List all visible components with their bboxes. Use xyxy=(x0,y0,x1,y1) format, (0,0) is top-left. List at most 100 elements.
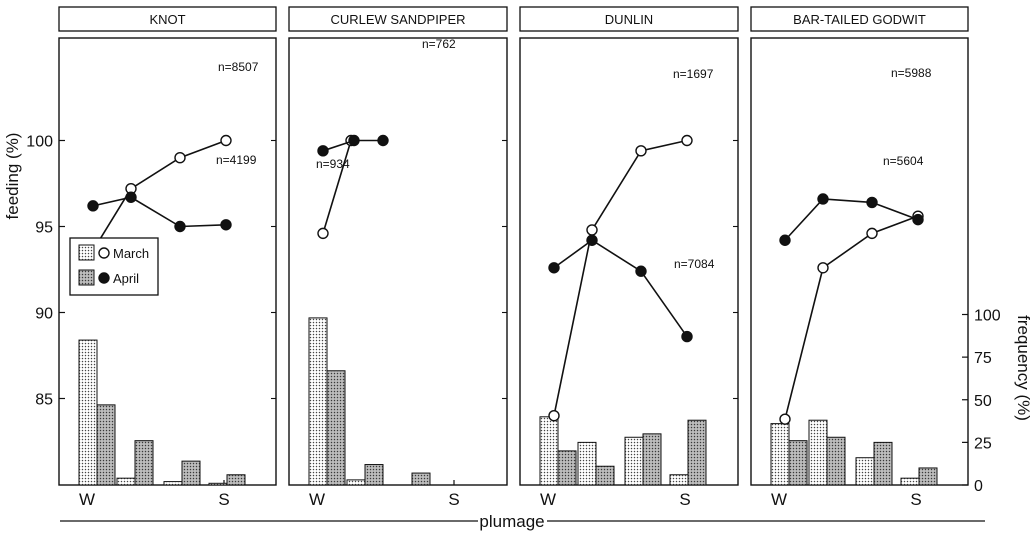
legend-april-marker xyxy=(98,272,110,284)
x-tick-label: W xyxy=(79,490,95,509)
march-frequency-bar xyxy=(577,441,597,486)
april-frequency-bar xyxy=(326,370,346,486)
x-tick-label: S xyxy=(448,490,459,509)
march-frequency-bar xyxy=(163,481,183,486)
april-feeding-point xyxy=(681,330,693,343)
march-feeding-point xyxy=(220,134,232,147)
march-frequency-bar xyxy=(808,419,828,486)
x-tick-label: S xyxy=(218,490,229,509)
panel-title: CURLEW SANDPIPER xyxy=(330,12,465,27)
panel-title: DUNLIN xyxy=(605,12,653,27)
y-tick-label: 90 xyxy=(35,306,53,323)
legend-march-marker xyxy=(98,247,110,259)
march-frequency-bar xyxy=(346,479,366,486)
april-feeding-line xyxy=(553,239,688,338)
panels: W Sn=8507 n=4199 W Sn=762 n=934 W Sn=1697 n=7084… xyxy=(58,37,969,509)
y2-axis-label: frequency (%) xyxy=(1014,315,1031,421)
april-feeding-point xyxy=(125,191,137,203)
y-tick-label: 100 xyxy=(26,134,53,151)
april-feeding-line xyxy=(784,198,919,241)
april-frequency-bar xyxy=(788,440,808,486)
april-feeding-point xyxy=(220,219,232,231)
n-annotation: n=8507 xyxy=(218,60,259,74)
panel-4: W Sn=5988 n=5604 xyxy=(750,37,969,509)
panel-title-box xyxy=(288,6,508,32)
panel-title-box xyxy=(519,6,739,32)
n-annotation: n=7084 xyxy=(674,257,715,271)
march-feeding-line xyxy=(784,215,919,420)
x-axis-label-group: plumage xyxy=(60,512,985,531)
march-feeding-point xyxy=(635,145,647,157)
x-tick-label: W xyxy=(309,490,325,509)
n-annotation: n=5988 xyxy=(891,66,932,80)
march-frequency-bar xyxy=(770,423,790,486)
april-feeding-point xyxy=(377,134,389,147)
x-axis-label: plumage xyxy=(479,512,544,531)
march-feeding-line xyxy=(92,139,227,251)
legend-april-label: April xyxy=(113,271,139,286)
april-feeding-line xyxy=(92,196,227,228)
march-frequency-bar xyxy=(78,339,98,486)
axes: 85 90 95 100 0 25 50 75 100 xyxy=(26,134,1001,496)
april-feeding-point xyxy=(317,145,329,157)
y2-tick-label: 0 xyxy=(974,478,983,495)
y-axis-label: feeding (%) xyxy=(3,133,22,220)
y-tick-label: 85 xyxy=(35,392,53,409)
panel-titles: KNOT CURLEW SANDPIPER DUNLIN BAR-TAILED GOD… xyxy=(58,6,969,32)
march-frequency-bar xyxy=(855,457,875,486)
panel-2: W Sn=762 n=934 xyxy=(288,37,508,509)
march-frequency-bar xyxy=(308,317,328,486)
april-frequency-bar xyxy=(557,450,577,486)
april-feeding-point xyxy=(817,193,829,205)
april-frequency-bar xyxy=(226,474,246,486)
april-frequency-bar xyxy=(642,433,662,486)
march-feeding-point xyxy=(779,413,791,425)
march-feeding-point xyxy=(548,410,560,422)
april-feeding-point xyxy=(635,265,647,277)
legend-march-swatch xyxy=(78,244,95,261)
april-feeding-point xyxy=(87,200,99,212)
march-feeding-point xyxy=(681,134,693,147)
april-frequency-bar xyxy=(595,465,615,486)
april-feeding-point xyxy=(779,234,791,246)
april-frequency-bar xyxy=(134,440,154,486)
april-frequency-bar xyxy=(687,419,707,486)
march-frequency-bar xyxy=(624,436,644,486)
y2-tick-label: 50 xyxy=(974,393,992,410)
n-annotation: n=762 xyxy=(422,37,456,51)
march-frequency-bar xyxy=(539,416,559,486)
april-frequency-bar xyxy=(411,472,431,486)
panel-title: KNOT xyxy=(149,12,185,27)
y2-tick-label: 25 xyxy=(974,435,992,452)
x-tick-label: S xyxy=(910,490,921,509)
x-tick-label: W xyxy=(771,490,787,509)
march-feeding-line xyxy=(322,140,352,234)
march-feeding-point xyxy=(817,262,829,274)
april-frequency-bar xyxy=(918,467,938,486)
panel-title-box xyxy=(58,6,277,32)
legend-april-swatch xyxy=(78,269,95,286)
march-feeding-point xyxy=(866,227,878,240)
panel-3: W Sn=1697 n=7084 xyxy=(519,37,739,509)
april-feeding-point xyxy=(866,196,878,209)
panel-title: BAR-TAILED GODWIT xyxy=(793,12,926,27)
march-feeding-point xyxy=(317,227,329,240)
panel-1: W Sn=8507 n=4199 xyxy=(58,37,277,509)
panel-title-box xyxy=(750,6,969,32)
n-annotation: n=4199 xyxy=(216,153,257,167)
march-frequency-bar xyxy=(116,477,136,486)
april-feeding-point xyxy=(548,262,560,274)
march-frequency-bar xyxy=(900,477,920,486)
x-tick-label: W xyxy=(540,490,556,509)
april-frequency-bar xyxy=(873,441,893,486)
april-frequency-bar xyxy=(364,464,384,486)
legend-march-label: March xyxy=(113,246,149,261)
y2-tick-label: 75 xyxy=(974,350,992,367)
n-annotation: n=1697 xyxy=(673,67,714,81)
april-frequency-bar xyxy=(181,460,201,486)
y-tick-label: 95 xyxy=(35,220,53,237)
march-frequency-bar xyxy=(208,482,228,486)
april-feeding-point xyxy=(348,134,360,147)
panel-frame xyxy=(288,37,508,486)
